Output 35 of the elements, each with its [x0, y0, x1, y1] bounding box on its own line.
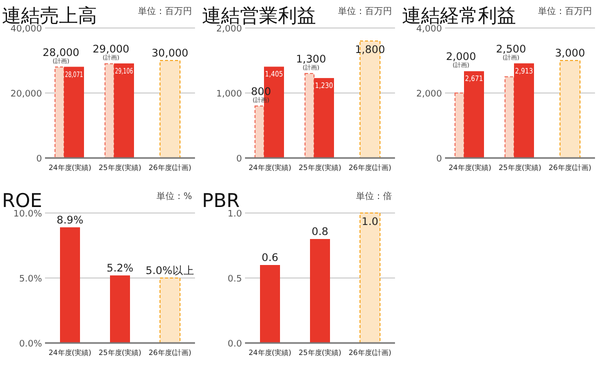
- bar: [260, 265, 280, 343]
- y-tick-label: 1,000: [216, 90, 242, 100]
- data-label: 3,000: [554, 48, 586, 60]
- y-tick-label: 0.0%: [19, 340, 42, 350]
- chart-subtitle: 単位：百万円: [538, 6, 592, 17]
- y-tick-label: 4,000: [416, 24, 442, 34]
- chart-subtitle: 単位：百万円: [338, 6, 392, 17]
- chart-subtitle: 単位：%: [156, 191, 192, 202]
- y-tick-label: 10.0%: [13, 210, 42, 220]
- bar: [160, 278, 180, 344]
- bar: [360, 212, 380, 344]
- data-label: 0.8: [312, 226, 328, 238]
- y-tick-label: 20,000: [10, 90, 42, 100]
- y-tick-label: 5.0%: [19, 274, 42, 284]
- y-tick-label: 40,000: [10, 24, 42, 34]
- y-tick-label: 0.0: [228, 340, 242, 350]
- data-label: 0.6: [262, 252, 279, 264]
- chart-subtitle: 単位：百万円: [138, 6, 192, 17]
- y-tick-label: 0.5: [228, 274, 242, 284]
- data-label: 5.0%以上: [146, 264, 194, 277]
- bar: [110, 275, 130, 343]
- bar: [310, 239, 330, 343]
- y-tick-label: 1.0: [228, 210, 242, 220]
- data-label: 30,000: [152, 48, 188, 60]
- y-tick-label: 0: [436, 154, 442, 164]
- y-tick-label: 2,000: [416, 90, 442, 100]
- data-label: 1,800: [354, 44, 386, 56]
- y-tick-label: 0: [36, 154, 42, 164]
- data-label: 1.0: [362, 216, 378, 228]
- data-label: 5.2%: [106, 262, 134, 274]
- data-label: 8.9%: [56, 214, 84, 226]
- bar: [60, 227, 80, 343]
- chart-subtitle: 単位：倍: [356, 191, 392, 202]
- y-tick-label: 0: [236, 154, 242, 164]
- y-tick-label: 2,000: [216, 24, 242, 34]
